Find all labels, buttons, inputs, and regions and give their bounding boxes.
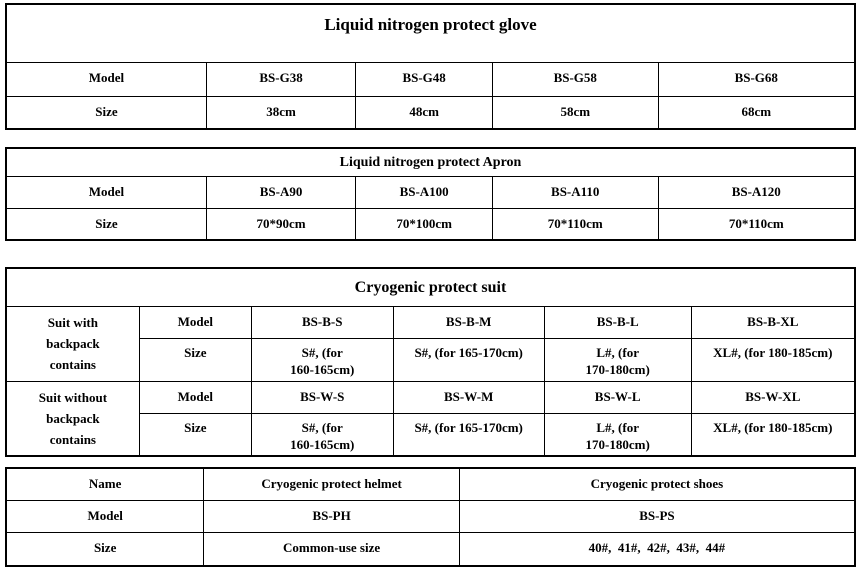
apron-model-value: BS-A100 (355, 175, 493, 209)
suit-without-model-row: Suit without backpack contains Model BS-… (5, 380, 856, 457)
suit-without-model-value: BS-W-S (250, 380, 394, 414)
apron-size-value: 70*110cm (491, 207, 659, 241)
helmet-name-value: Cryogenic protect helmet (203, 467, 460, 501)
helmet-shoes-model-label: Model (5, 499, 205, 533)
suit-without-size-label: Size (138, 412, 252, 457)
glove-table-title: Liquid nitrogen protect glove (5, 3, 856, 63)
glove-table: Liquid nitrogen protect glove Model BS-G… (5, 3, 856, 130)
glove-size-value: 38cm (205, 95, 357, 130)
suit-table-title: Cryogenic protect suit (5, 267, 856, 307)
suit-without-model-value: BS-W-L (543, 380, 692, 414)
shoes-model-value: BS-PS (458, 499, 856, 533)
glove-size-value: 58cm (491, 95, 659, 130)
suit-with-model-row: Suit with backpack contains Model BS-B-S… (5, 305, 856, 382)
glove-model-value: BS-G38 (205, 61, 357, 97)
apron-size-value: 70*110cm (657, 207, 856, 241)
suit-with-model-value: BS-B-S (250, 305, 394, 339)
apron-model-row: Model BS-A90 BS-A100 BS-A110 BS-A120 (5, 175, 856, 209)
shoes-size-value: 40#, 41#, 42#, 43#, 44# (458, 531, 856, 567)
glove-model-label: Model (5, 61, 207, 97)
glove-title-row: Liquid nitrogen protect glove (5, 3, 856, 63)
apron-size-value: 70*90cm (205, 207, 357, 241)
helmet-shoes-name-row: Name Cryogenic protect helmet Cryogenic … (5, 467, 856, 501)
suit-with-model-value: BS-B-L (543, 305, 692, 339)
suit-with-size-label: Size (138, 337, 252, 382)
suit-with-backpack-label: Suit with backpack contains (5, 305, 140, 382)
helmet-shoes-size-label: Size (5, 531, 205, 567)
apron-size-row: Size 70*90cm 70*100cm 70*110cm 70*110cm (5, 207, 856, 241)
glove-size-value: 48cm (355, 95, 493, 130)
apron-size-label: Size (5, 207, 207, 241)
helmet-model-value: BS-PH (203, 499, 460, 533)
suit-without-size-value: S#, (for 165-170cm) (392, 412, 545, 457)
glove-model-row: Model BS-G38 BS-G48 BS-G58 BS-G68 (5, 61, 856, 97)
helmet-shoes-name-label: Name (5, 467, 205, 501)
glove-size-row: Size 38cm 48cm 58cm 68cm (5, 95, 856, 130)
helmet-size-value: Common-use size (203, 531, 460, 567)
glove-model-value: BS-G68 (657, 61, 856, 97)
apron-title-row: Liquid nitrogen protect Apron (5, 147, 856, 177)
apron-model-value: BS-A110 (491, 175, 659, 209)
helmet-shoes-table: Name Cryogenic protect helmet Cryogenic … (5, 467, 856, 567)
suit-without-size-value: S#, (for 160-165cm) (250, 412, 394, 457)
suit-title-row: Cryogenic protect suit (5, 267, 856, 307)
apron-model-value: BS-A120 (657, 175, 856, 209)
apron-model-value: BS-A90 (205, 175, 357, 209)
suit-table: Cryogenic protect suit Suit with backpac… (5, 267, 856, 457)
suit-with-model-value: BS-B-XL (690, 305, 856, 339)
suit-without-size-value: XL#, (for 180-185cm) (690, 412, 856, 457)
suit-without-model-value: BS-W-XL (690, 380, 856, 414)
suit-with-model-value: BS-B-M (392, 305, 545, 339)
suit-without-model-value: BS-W-M (392, 380, 545, 414)
suit-without-size-value: L#, (for 170-180cm) (543, 412, 692, 457)
suit-with-model-label: Model (138, 305, 252, 339)
apron-table-title: Liquid nitrogen protect Apron (5, 147, 856, 177)
glove-size-value: 68cm (657, 95, 856, 130)
suit-with-size-row: Size S#, (for 160-165cm) S#, (for 165-17… (6, 337, 856, 382)
suit-without-size-row: Size S#, (for 160-165cm) S#, (for 165-17… (6, 412, 856, 457)
glove-size-label: Size (5, 95, 207, 130)
apron-size-value: 70*100cm (355, 207, 493, 241)
suit-without-model-label: Model (138, 380, 252, 414)
helmet-shoes-size-row: Size Common-use size 40#, 41#, 42#, 43#,… (5, 531, 856, 567)
apron-table: Liquid nitrogen protect Apron Model BS-A… (5, 147, 856, 241)
suit-with-size-value: S#, (for 165-170cm) (392, 337, 545, 382)
suit-without-backpack-label: Suit without backpack contains (5, 380, 140, 457)
suit-with-size-value: L#, (for 170-180cm) (543, 337, 692, 382)
apron-model-label: Model (5, 175, 207, 209)
suit-with-size-value: S#, (for 160-165cm) (250, 337, 394, 382)
helmet-shoes-model-row: Model BS-PH BS-PS (5, 499, 856, 533)
glove-model-value: BS-G58 (491, 61, 659, 97)
glove-model-value: BS-G48 (355, 61, 493, 97)
suit-with-size-value: XL#, (for 180-185cm) (690, 337, 856, 382)
shoes-name-value: Cryogenic protect shoes (458, 467, 856, 501)
